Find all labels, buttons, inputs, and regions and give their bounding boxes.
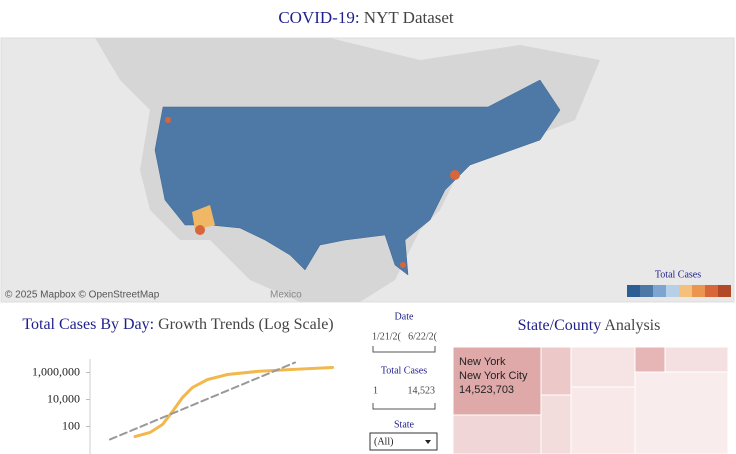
y-tick-label: 1,000,000 — [32, 364, 80, 378]
cases-max: 14,523 — [408, 385, 436, 396]
filter-label: Date — [395, 311, 414, 322]
state-dropdown[interactable] — [369, 432, 438, 451]
hotspot — [192, 205, 215, 230]
date-start: 1/21/2( — [372, 331, 402, 342]
treemap-title-highlight: State/County — [518, 317, 602, 334]
treemap-cell[interactable] — [540, 394, 572, 454]
treemap-cell[interactable] — [540, 346, 572, 396]
map-attribution: © 2025 Mapbox © OpenStreetMap — [5, 290, 160, 301]
legend-title: Total Cases — [655, 269, 701, 280]
legend-swatch — [692, 285, 705, 297]
map[interactable]: © 2025 Mapbox © OpenStreetMap Mexico Tot… — [0, 37, 735, 303]
title-highlight: COVID-19: — [278, 8, 359, 27]
chart-title-highlight: Total Cases By Day: — [22, 316, 154, 333]
legend-swatch — [718, 285, 731, 297]
cases-slider[interactable] — [372, 403, 436, 410]
treemap-cell[interactable] — [634, 371, 729, 454]
dropdown-arrow — [425, 440, 431, 444]
chart-title: Total Cases By Day: Growth Trends (Log S… — [22, 316, 333, 333]
filter-label: State — [394, 419, 415, 430]
line-chart: 100 10,000 1,000,000 — [32, 359, 334, 454]
legend-swatch — [679, 285, 692, 297]
cases-min: 1 — [373, 385, 378, 396]
y-tick-label: 10,000 — [47, 391, 80, 405]
legend-swatch — [653, 285, 666, 297]
treemap[interactable]: New York New York City 14,523,703 — [452, 346, 729, 454]
filters[interactable]: Date 1/21/2( 6/22/2( Total Cases 1 14,52… — [369, 311, 438, 451]
filter-label: Total Cases — [381, 365, 427, 376]
treemap-title: State/County Analysis — [518, 317, 661, 334]
legend-swatch — [705, 285, 718, 297]
legend-ramp — [627, 285, 731, 297]
treemap-cell[interactable] — [570, 386, 636, 454]
date-slider[interactable] — [372, 346, 436, 353]
series-line — [109, 361, 296, 441]
map-place-label: Mexico — [270, 290, 302, 301]
state-value: (All) — [374, 436, 393, 447]
treemap-cell[interactable] — [634, 346, 666, 373]
treemap-title-rest: Analysis — [604, 317, 660, 334]
chart-title-rest: Growth Trends (Log Scale) — [158, 316, 334, 333]
treemap-state: New York — [459, 356, 506, 368]
treemap-cases: 14,523,703 — [459, 384, 514, 396]
hotspot — [165, 117, 171, 123]
hotspot — [195, 225, 205, 235]
hotspot — [450, 170, 460, 180]
hotspot — [400, 262, 406, 268]
treemap-cell[interactable] — [570, 346, 636, 388]
title-rest: NYT Dataset — [364, 8, 454, 27]
date-end: 6/22/2( — [408, 331, 438, 342]
dashboard-title: COVID-19: NYT Dataset — [278, 8, 454, 27]
legend-swatch — [666, 285, 679, 297]
treemap-county: New York City — [459, 370, 528, 382]
legend-swatch — [640, 285, 653, 297]
y-tick-label: 100 — [62, 418, 80, 432]
legend-swatch — [627, 285, 640, 297]
treemap-cell[interactable] — [452, 414, 542, 454]
series-line — [133, 365, 334, 439]
